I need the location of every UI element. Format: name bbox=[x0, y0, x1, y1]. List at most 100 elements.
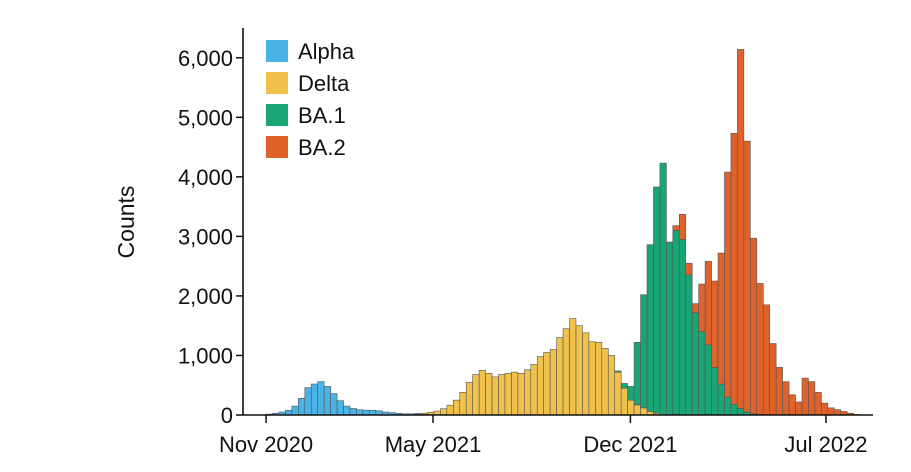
bar-ba-2-2022-04-03 bbox=[743, 140, 751, 413]
bar-alpha-2021-01-10 bbox=[330, 393, 338, 416]
legend-swatch-delta bbox=[266, 72, 288, 94]
bar-ba-2-2022-01-30 bbox=[685, 262, 693, 276]
bar-delta-2021-06-06 bbox=[465, 381, 473, 416]
bar-delta-2021-07-25 bbox=[511, 371, 519, 416]
bar-delta-2021-05-30 bbox=[459, 392, 467, 416]
bar-delta-2021-09-05 bbox=[549, 349, 557, 416]
bar-ba-2-2022-02-27 bbox=[711, 280, 719, 368]
axes bbox=[242, 28, 873, 416]
bar-delta-2021-09-26 bbox=[569, 318, 577, 416]
bar-delta-2021-05-23 bbox=[453, 399, 461, 416]
bar-ba-2-2022-01-23 bbox=[678, 214, 687, 240]
bar-ba-2-2022-02-06 bbox=[691, 303, 699, 313]
bar-ba-1-2021-11-28 bbox=[627, 386, 635, 401]
bar-alpha-2020-12-06 bbox=[298, 398, 306, 416]
legend-label: Delta bbox=[298, 71, 350, 96]
legend: Alpha Delta BA.1 BA.2 bbox=[266, 39, 355, 160]
bar-alpha-2021-01-24 bbox=[343, 405, 351, 416]
bar-delta-2021-05-09 bbox=[440, 408, 448, 415]
y-tick-label: 0 bbox=[221, 403, 233, 428]
bar-alpha-2020-12-20 bbox=[310, 383, 319, 416]
bar-ba-2-2022-06-12 bbox=[808, 381, 816, 416]
bar-ba-2-2022-03-06 bbox=[717, 252, 725, 385]
bar-alpha-2020-12-13 bbox=[304, 387, 312, 416]
bar-ba-1-2021-12-26 bbox=[653, 186, 661, 414]
bar-alpha-2020-11-29 bbox=[291, 405, 299, 416]
bar-delta-2021-05-02 bbox=[433, 410, 441, 416]
bar-ba-1-2022-01-16 bbox=[672, 230, 680, 416]
bar-ba-2-2022-02-13 bbox=[698, 283, 706, 332]
bar-ba-2-2022-07-03 bbox=[827, 407, 835, 416]
bar-ba-1-2022-01-23 bbox=[678, 239, 687, 416]
legend-swatch-alpha bbox=[266, 40, 288, 62]
bar-alpha-2020-12-27 bbox=[317, 381, 325, 416]
bar-ba-2-2022-01-16 bbox=[672, 225, 680, 231]
legend-label: BA.1 bbox=[298, 103, 346, 128]
bar-ba-2-2022-04-24 bbox=[762, 304, 770, 416]
bar-delta-2021-08-22 bbox=[536, 356, 545, 416]
bar-ba-1-2021-11-14 bbox=[614, 370, 622, 373]
bar-delta-2021-07-18 bbox=[504, 373, 512, 416]
y-tick-label: 4,000 bbox=[178, 165, 233, 190]
bar-delta-2021-10-10 bbox=[582, 332, 590, 416]
x-tick-label: May 2021 bbox=[385, 432, 482, 457]
y-tick-label: 2,000 bbox=[178, 284, 233, 309]
bar-alpha-2021-01-03 bbox=[323, 386, 331, 416]
bar-ba-2-2022-05-01 bbox=[769, 343, 777, 416]
bar-ba-2-2022-03-27 bbox=[737, 49, 745, 409]
bar-ba-1-2021-12-05 bbox=[633, 342, 641, 406]
bar-delta-2021-08-08 bbox=[524, 369, 532, 416]
legend-swatch-ba-1 bbox=[266, 104, 288, 126]
bar-delta-2021-07-04 bbox=[491, 376, 499, 416]
bar-ba-1-2022-02-20 bbox=[704, 344, 712, 416]
bar-delta-2021-11-21 bbox=[620, 387, 628, 416]
y-tick-label: 5,000 bbox=[178, 105, 233, 130]
bar-delta-2021-08-29 bbox=[543, 352, 551, 416]
bar-delta-2021-11-28 bbox=[627, 399, 635, 416]
y-tick-label: 6,000 bbox=[178, 46, 233, 71]
bar-ba-2-2022-03-20 bbox=[730, 133, 738, 405]
bar-delta-2021-06-27 bbox=[485, 373, 493, 416]
bar-delta-2021-10-31 bbox=[601, 348, 609, 416]
bar-ba-2-2022-04-17 bbox=[756, 283, 764, 415]
bar-ba-2-2022-04-10 bbox=[750, 237, 758, 415]
bar-ba-2-2022-02-20 bbox=[704, 261, 712, 346]
y-tick-label: 3,000 bbox=[178, 224, 233, 249]
bar-alpha-2021-01-17 bbox=[336, 400, 344, 416]
bar-ba-2-2022-06-26 bbox=[821, 402, 829, 416]
bar-delta-2021-12-05 bbox=[633, 404, 641, 416]
bar-delta-2021-06-20 bbox=[478, 370, 486, 416]
bar-delta-2021-06-13 bbox=[472, 374, 480, 416]
bar-ba-1-2022-03-27 bbox=[737, 408, 745, 416]
bar-ba-1-2021-12-19 bbox=[646, 244, 654, 412]
bar-ba-1-2021-12-12 bbox=[640, 294, 648, 409]
bar-ba-1-2022-02-06 bbox=[691, 312, 699, 416]
bar-ba-1-2022-03-06 bbox=[717, 383, 725, 416]
bar-alpha-2021-01-31 bbox=[349, 408, 357, 416]
bar-delta-2021-11-07 bbox=[607, 355, 616, 416]
bar-ba-1-2022-01-30 bbox=[685, 274, 693, 416]
legend-label: BA.2 bbox=[298, 135, 346, 160]
x-tick-label: Dec 2021 bbox=[583, 432, 677, 457]
legend-swatch-ba-2 bbox=[266, 136, 288, 158]
bar-alpha-2021-02-07 bbox=[356, 409, 364, 416]
legend-label: Alpha bbox=[298, 39, 355, 64]
bar-delta-2021-04-11 bbox=[414, 413, 422, 415]
bar-ba-2-2022-05-22 bbox=[788, 394, 796, 416]
bar-delta-2021-10-03 bbox=[575, 325, 583, 416]
bar-ba-2-2022-05-15 bbox=[782, 381, 790, 416]
y-ticks: 0 1,000 2,000 3,000 4,000 5,000 6,000 bbox=[178, 46, 243, 428]
bar-ba-1-2022-02-13 bbox=[698, 331, 706, 416]
bar-ba-2-2022-06-19 bbox=[814, 392, 822, 416]
bar-ba-2-2022-05-29 bbox=[795, 401, 803, 416]
bar-delta-2021-05-16 bbox=[446, 404, 454, 416]
x-ticks: Nov 2020 May 2021 Dec 2021 Jul 2022 bbox=[219, 415, 868, 457]
x-tick-label: Nov 2020 bbox=[219, 432, 313, 457]
bar-ba-1-2022-01-02 bbox=[659, 162, 667, 415]
y-tick-label: 1,000 bbox=[178, 343, 233, 368]
bar-delta-2021-12-12 bbox=[640, 407, 648, 416]
bar-delta-2021-07-11 bbox=[498, 374, 506, 416]
bar-ba-1-2022-01-09 bbox=[666, 241, 674, 415]
y-axis-title: Counts bbox=[113, 186, 139, 259]
bar-ba-1-2022-02-27 bbox=[711, 367, 719, 416]
